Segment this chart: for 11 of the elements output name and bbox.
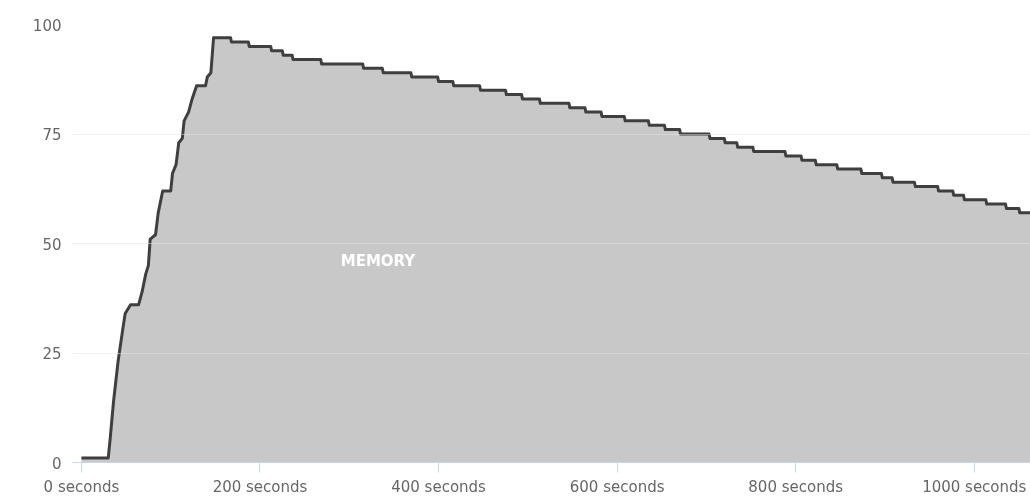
y-tick-label: 75 <box>42 126 62 144</box>
y-tick-label: 0 <box>51 454 62 473</box>
x-tick-label: 1000 seconds <box>922 477 1027 496</box>
y-tick-label: 100 <box>32 16 62 35</box>
x-tick-label: 600 seconds <box>569 477 665 496</box>
x-tick-label: 400 seconds <box>391 477 487 496</box>
x-tick-label: 200 seconds <box>212 477 308 496</box>
y-tick-label: 25 <box>42 345 62 363</box>
x-tick-label: 800 seconds <box>748 477 844 496</box>
y-tick-label: 50 <box>42 235 62 254</box>
x-tick-label: 0 seconds <box>43 477 120 496</box>
